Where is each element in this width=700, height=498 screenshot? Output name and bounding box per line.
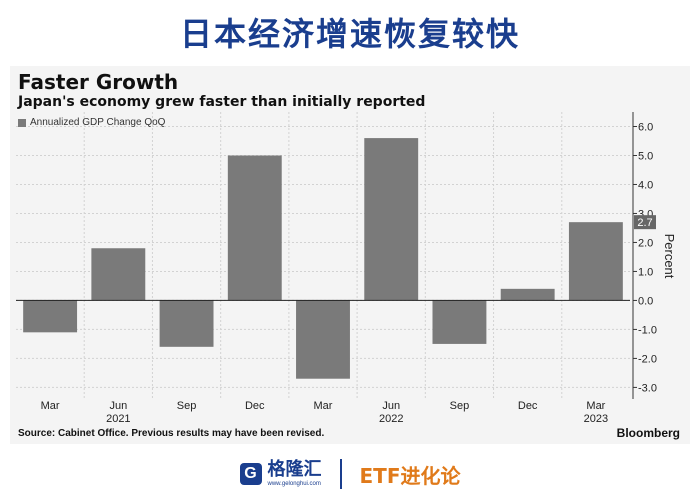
footer-right-text: ETF进化论 [359, 463, 461, 488]
x-year-label: 2023 [584, 413, 608, 425]
y-tick-label: -1.0 [638, 324, 657, 336]
bar [364, 138, 419, 301]
x-year-label: 2021 [106, 413, 130, 425]
x-tick-label: Sep [177, 400, 197, 412]
logo-text: 格隆汇 [267, 459, 322, 480]
y-tick-label: 1.0 [638, 266, 653, 278]
bloomberg-brand: Bloomberg [616, 426, 680, 440]
legend-swatch [18, 118, 26, 127]
x-tick-label: Mar [314, 400, 333, 412]
bar [227, 155, 282, 301]
y-tick-label: 6.0 [638, 121, 653, 133]
last-value-box [634, 215, 656, 230]
y-tick-label: 2.0 [638, 237, 653, 249]
logo-mark-icon: G [239, 463, 262, 485]
last-value-label: 2.7 [637, 217, 652, 229]
bar-chart: 6.05.04.03.02.01.00.0-1.0-2.0-3.02.7Perc… [16, 112, 677, 425]
legend-label: Annualized GDP Change QoQ [30, 117, 166, 128]
bar [91, 248, 146, 301]
chart-panel: 6.0 5.0 4.0 3.0 2.0 1.0 0.0 -1.0 -2.0 -3.0 2.7 Perc… [10, 66, 690, 444]
source-note: Source: Cabinet Office. Previous results… [18, 428, 325, 439]
bar [500, 288, 555, 301]
y-axis-title: Percent [662, 234, 677, 279]
x-tick-label: Dec [518, 400, 538, 412]
banner: 日本经济增速恢复较快 [0, 0, 700, 64]
footer: G 格隆汇 www.gelonghui.com ETF进化论 [0, 450, 700, 498]
legend: Annualized GDP Change QoQ [18, 117, 165, 128]
y-tick-label: 0.0 [638, 295, 653, 307]
x-tick-label: Jun [382, 400, 400, 412]
x-tick-label: Mar [41, 400, 60, 412]
chart-subtitle: Japan's economy grew faster than initial… [18, 94, 426, 110]
bar [568, 222, 623, 301]
footer-divider [339, 459, 342, 489]
logo-url: www.gelonghui.com [267, 481, 321, 487]
y-tick-label: 5.0 [638, 150, 653, 162]
bar [159, 300, 214, 347]
x-tick-label: Mar [586, 400, 605, 412]
x-tick-label: Dec [245, 400, 265, 412]
gelonghui-logo: G 格隆汇 www.gelonghui.com [239, 459, 322, 488]
bar [296, 300, 350, 379]
y-tick-label: -3.0 [638, 382, 657, 394]
banner-title: 日本经济增速恢复较快 [179, 15, 520, 53]
y-tick-label: 4.0 [638, 179, 653, 191]
x-tick-label: Sep [450, 400, 470, 412]
bar [432, 300, 487, 344]
y-tick-label: -2.0 [638, 353, 657, 365]
x-year-label: 2022 [379, 413, 403, 425]
chart-title: Faster Growth [18, 70, 179, 94]
x-tick-label: Jun [109, 400, 127, 412]
bar [23, 300, 78, 333]
